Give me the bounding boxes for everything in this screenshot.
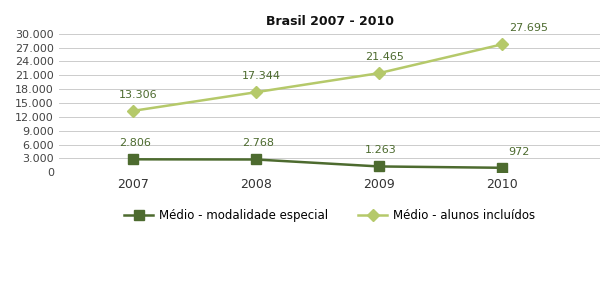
- Text: 17.344: 17.344: [242, 71, 281, 81]
- Text: 13.306: 13.306: [119, 90, 158, 100]
- Text: 972: 972: [509, 147, 530, 157]
- Text: 2.806: 2.806: [119, 138, 151, 148]
- Text: 27.695: 27.695: [509, 23, 548, 33]
- Legend: Médio - modalidade especial, Médio - alunos incluídos: Médio - modalidade especial, Médio - alu…: [119, 204, 540, 226]
- Text: 2.768: 2.768: [242, 138, 274, 148]
- Title: Brasil 2007 - 2010: Brasil 2007 - 2010: [266, 15, 394, 28]
- Text: 1.263: 1.263: [365, 145, 397, 155]
- Text: 21.465: 21.465: [365, 52, 404, 62]
